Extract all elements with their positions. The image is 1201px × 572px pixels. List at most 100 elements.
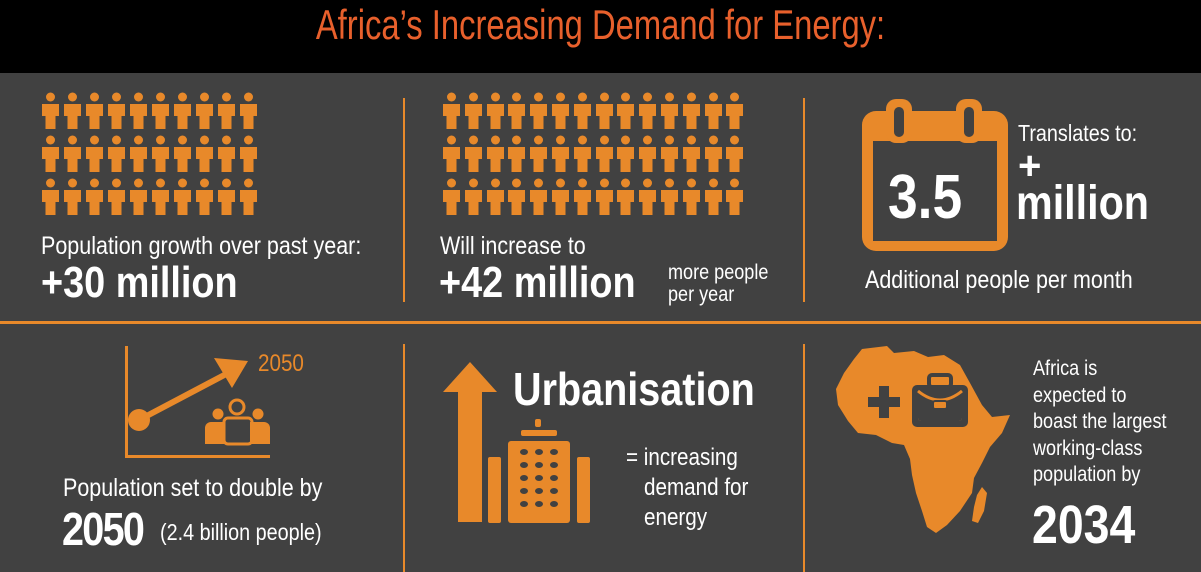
- divider-horizontal: [0, 321, 1201, 324]
- people-grid-icon: [42, 92, 262, 221]
- person-icon: [726, 92, 747, 135]
- person-icon: [108, 178, 129, 221]
- person-icon: [639, 92, 660, 135]
- person-icon: [130, 135, 151, 178]
- growth-chart-icon: [120, 344, 300, 469]
- person-icon: [508, 135, 529, 178]
- person-icon: [42, 178, 63, 221]
- double-note: (2.4 billion people): [160, 519, 322, 545]
- person-icon: [660, 92, 682, 135]
- person-icon: [639, 135, 660, 178]
- person-icon: [573, 135, 595, 178]
- person-icon: [530, 135, 551, 178]
- person-icon: [595, 92, 617, 135]
- person-icon: [42, 135, 63, 178]
- person-icon: [573, 178, 595, 221]
- person-icon: [152, 178, 173, 221]
- urbanisation-heading: Urbanisation: [513, 363, 755, 415]
- up-arrow-building-icon: [440, 362, 610, 532]
- chart-year-label: 2050: [258, 350, 304, 377]
- divider-bottom-2: [803, 344, 805, 572]
- person-icon: [152, 92, 173, 135]
- africa-map-briefcase-icon: [832, 343, 1022, 548]
- growth-value: +30 million: [41, 258, 238, 307]
- person-icon: [530, 92, 551, 135]
- person-icon: [64, 92, 85, 135]
- person-icon: [682, 178, 704, 221]
- translates-label: Translates to:: [1018, 120, 1138, 146]
- growth-label: Population growth over past year:: [41, 232, 362, 260]
- person-icon: [660, 135, 682, 178]
- monthly-plus: +: [1018, 144, 1042, 188]
- person-icon: [130, 92, 151, 135]
- person-icon: [86, 135, 107, 178]
- person-icon: [174, 178, 195, 221]
- person-icon: [218, 92, 239, 135]
- person-icon: [443, 135, 464, 178]
- person-icon: [660, 178, 682, 221]
- person-icon: [218, 178, 239, 221]
- person-icon: [682, 92, 704, 135]
- person-icon: [464, 178, 486, 221]
- person-icon: [508, 92, 529, 135]
- person-icon: [42, 92, 63, 135]
- increase-suffix: more people per year: [668, 261, 769, 306]
- person-icon: [573, 92, 595, 135]
- person-icon: [508, 178, 529, 221]
- person-icon: [218, 135, 239, 178]
- person-icon: [86, 92, 107, 135]
- monthly-caption: Additional people per month: [865, 266, 1133, 294]
- increase-value: +42 million: [439, 258, 636, 307]
- person-icon: [108, 135, 129, 178]
- workforce-text: Africa is expected to boast the largest …: [1033, 357, 1167, 486]
- person-icon: [174, 92, 195, 135]
- person-icon: [64, 178, 85, 221]
- person-icon: [639, 178, 660, 221]
- person-icon: [704, 92, 726, 135]
- person-icon: [617, 92, 638, 135]
- person-icon: [704, 178, 726, 221]
- double-year: 2050: [62, 503, 145, 555]
- increase-label: Will increase to: [440, 232, 586, 260]
- person-icon: [240, 135, 261, 178]
- person-icon: [240, 92, 261, 135]
- page-title: Africa’s Increasing Demand for Energy:: [315, 1, 886, 48]
- monthly-value: million: [1016, 177, 1150, 230]
- person-icon: [617, 178, 638, 221]
- workforce-year: 2034: [1032, 495, 1136, 555]
- calendar-value: 3.5: [888, 163, 963, 232]
- person-icon: [595, 135, 617, 178]
- divider-top-1: [403, 98, 405, 302]
- person-icon: [486, 178, 508, 221]
- divider-bottom-1: [403, 344, 405, 572]
- person-icon: [617, 135, 638, 178]
- person-icon: [530, 178, 551, 221]
- person-icon: [443, 92, 464, 135]
- person-icon: [130, 178, 151, 221]
- person-icon: [595, 178, 617, 221]
- person-icon: [152, 135, 173, 178]
- people-grid-icon: [443, 92, 748, 221]
- person-icon: [486, 135, 508, 178]
- person-icon: [551, 92, 573, 135]
- person-icon: [64, 135, 85, 178]
- person-icon: [486, 92, 508, 135]
- person-icon: [551, 178, 573, 221]
- person-icon: [86, 178, 107, 221]
- person-icon: [551, 135, 573, 178]
- person-icon: [464, 92, 486, 135]
- person-icon: [704, 135, 726, 178]
- double-label: Population set to double by: [63, 474, 323, 502]
- person-icon: [726, 135, 747, 178]
- person-icon: [108, 92, 129, 135]
- person-icon: [464, 135, 486, 178]
- person-icon: [196, 135, 217, 178]
- person-icon: [240, 178, 261, 221]
- urbanisation-text: = increasing demand for energy: [626, 444, 749, 531]
- person-icon: [196, 178, 217, 221]
- calendar-icon: [862, 99, 1008, 256]
- divider-top-2: [803, 98, 805, 302]
- person-icon: [196, 92, 217, 135]
- person-icon: [443, 178, 464, 221]
- person-icon: [682, 135, 704, 178]
